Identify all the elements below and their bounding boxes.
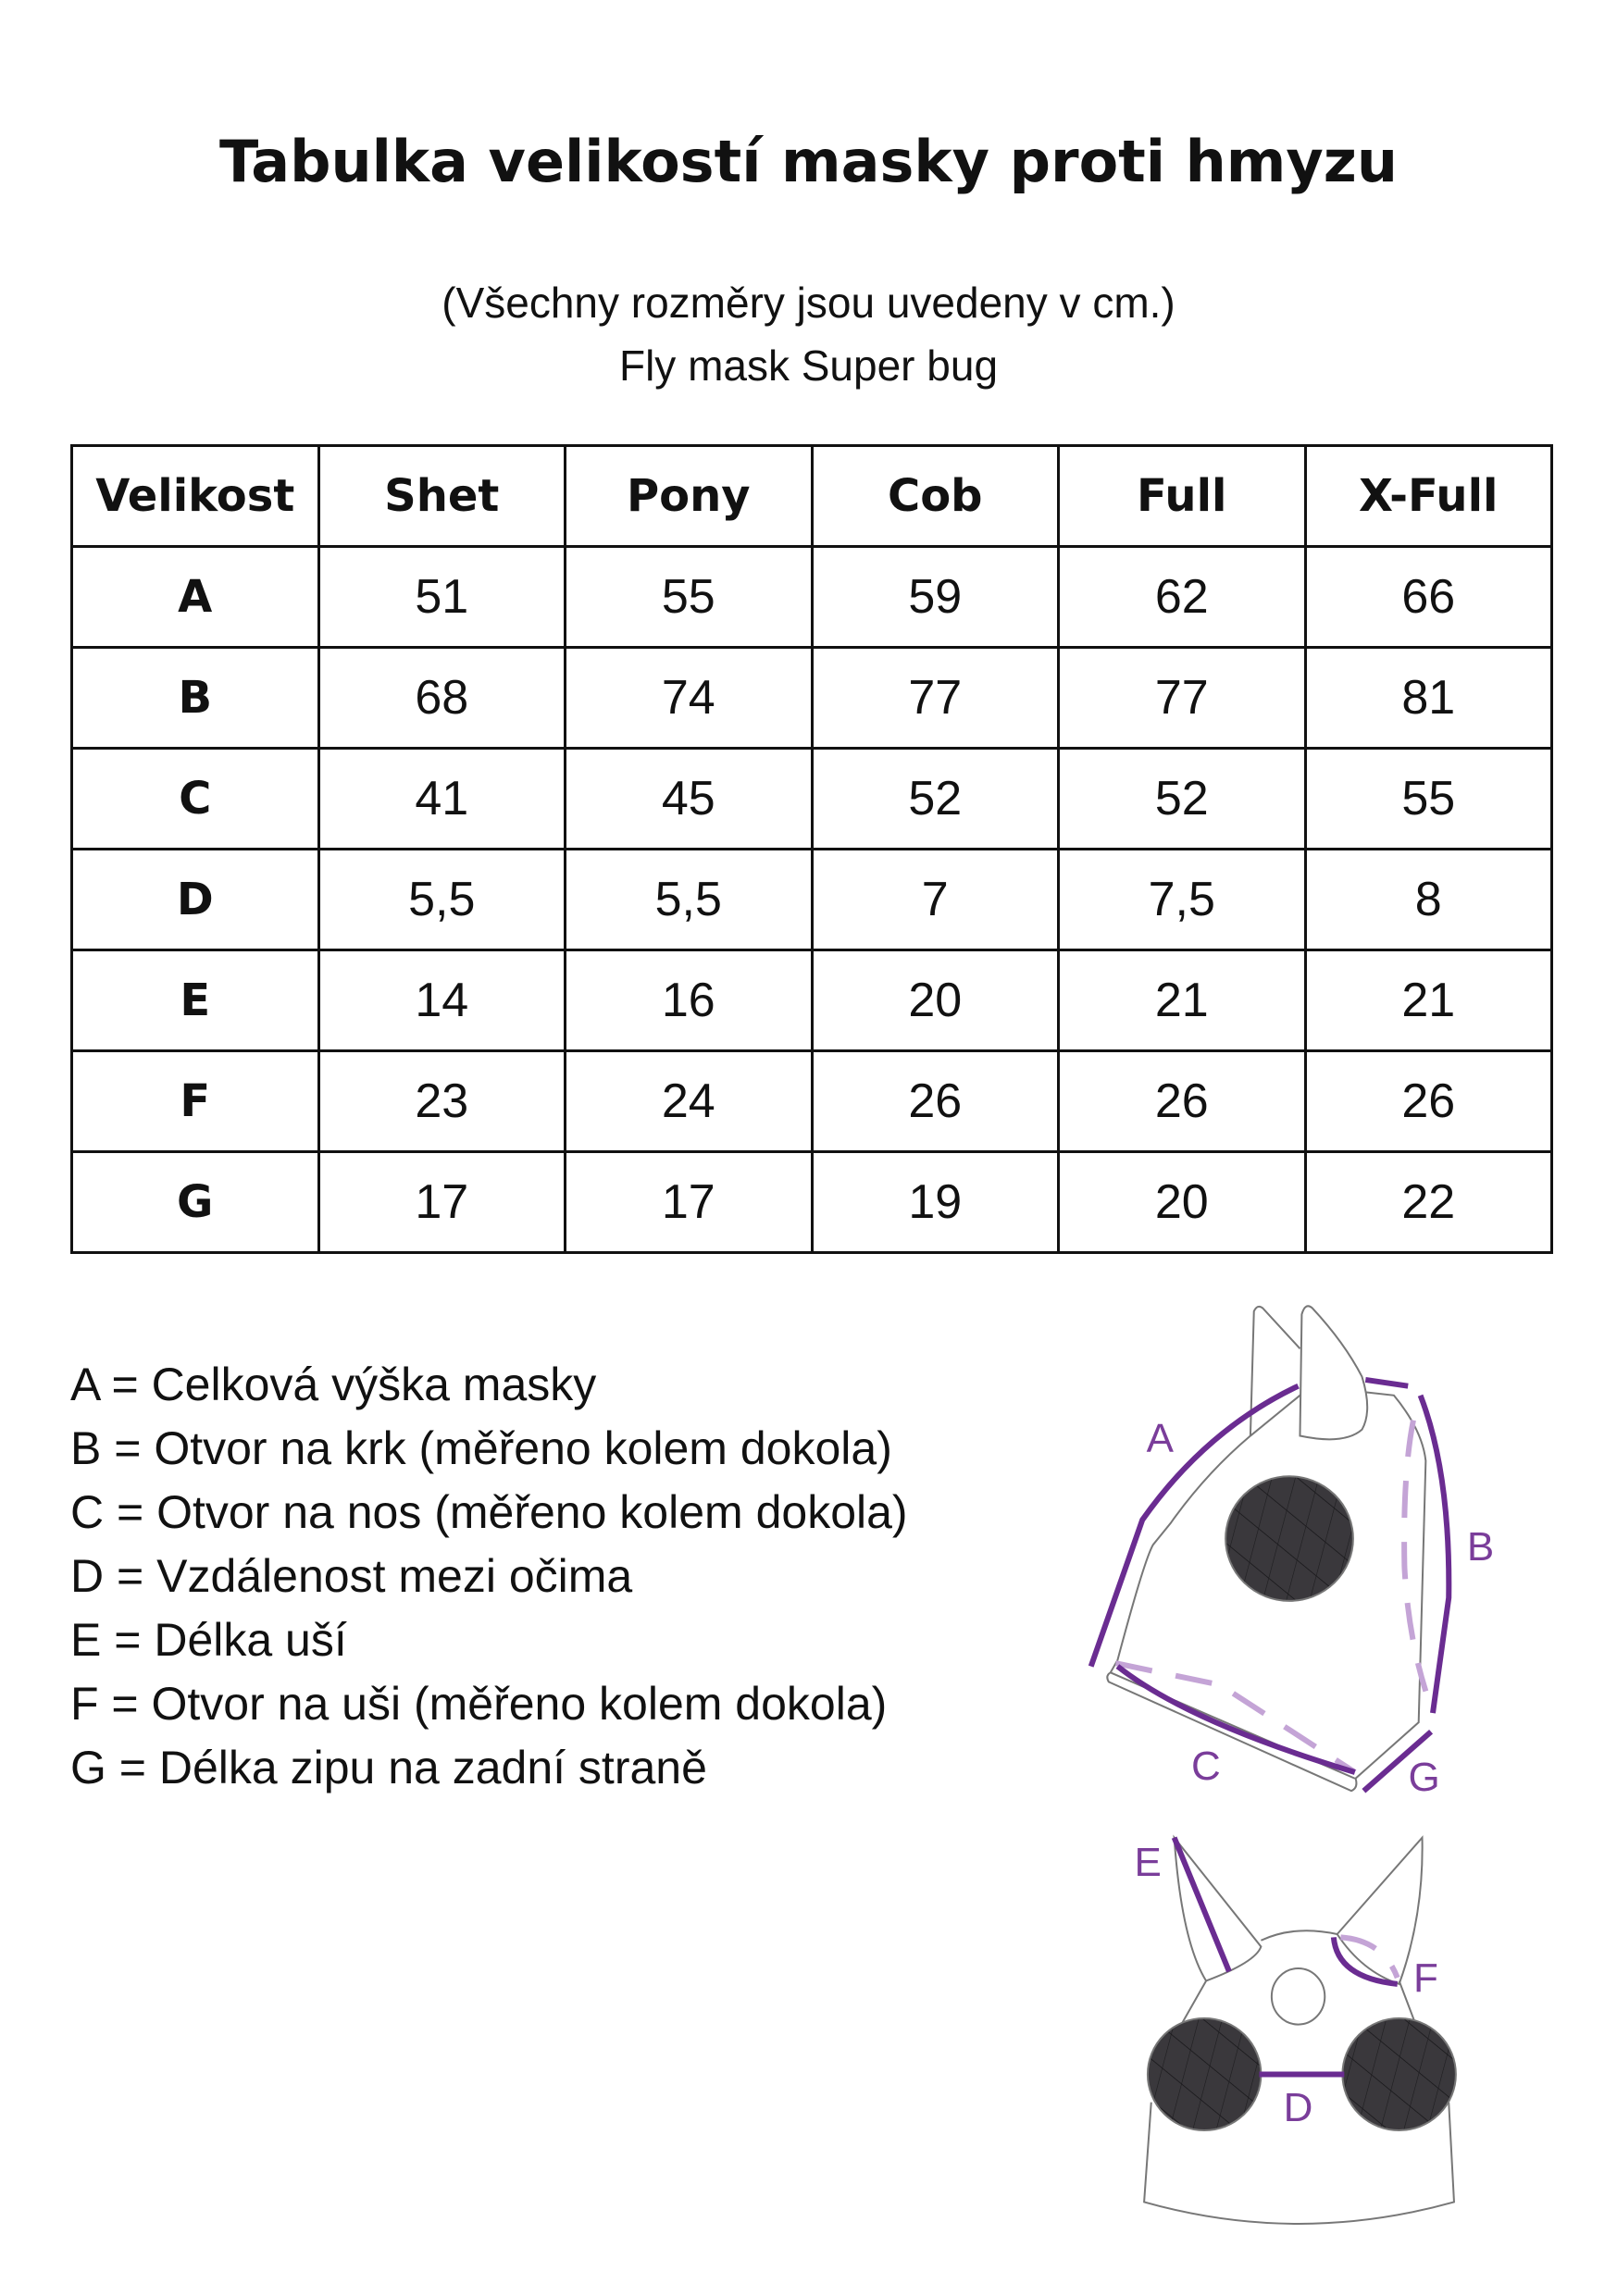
measure-f (1334, 1937, 1398, 1983)
table-cell: 81 (1303, 646, 1553, 750)
table-header-row: Velikost Shet Pony Cob Full X-Full (70, 444, 1553, 548)
table-row: C 41 45 52 52 55 (70, 747, 1553, 850)
fly-mask-diagram: A B C G E F D (1064, 1286, 1617, 2258)
eye-mesh-right (1342, 2018, 1455, 2130)
column-header-x-full: X-Full (1303, 444, 1553, 548)
label-b: B (1466, 1524, 1495, 1570)
mask-front-outline (1144, 1930, 1454, 2224)
table-cell: 51 (317, 545, 566, 649)
measure-c-dashed (1115, 1663, 1354, 1772)
label-e: E (1134, 1839, 1162, 1885)
legend-item: E = Délka uší (70, 1614, 347, 1666)
table-cell: 20 (810, 949, 1060, 1052)
size-table: Velikost Shet Pony Cob Full X-Full A 51 55 59 62 6… (70, 444, 1553, 1254)
row-label: A (70, 545, 320, 649)
legend-item: B = Otvor na krk (měřeno kolem dokola) (70, 1422, 892, 1474)
measure-b-dashed (1404, 1421, 1425, 1692)
row-label: B (70, 646, 320, 750)
table-cell: 62 (1057, 545, 1307, 649)
label-g: G (1408, 1755, 1440, 1801)
left-ear (1175, 1838, 1262, 1981)
table-cell: 21 (1057, 949, 1307, 1052)
table-cell: 77 (1057, 646, 1307, 750)
table-cell: 8 (1303, 848, 1553, 951)
table-row: F 23 24 26 26 26 (70, 1049, 1553, 1153)
table-cell: 74 (564, 646, 814, 750)
table-cell: 5,5 (317, 848, 566, 951)
table-cell: 14 (317, 949, 566, 1052)
table-cell: 68 (317, 646, 566, 750)
table-cell: 17 (564, 1150, 814, 1254)
table-cell: 59 (810, 545, 1060, 649)
fly-mask-illustration (1064, 1286, 1617, 2258)
label-d: D (1283, 2085, 1313, 2131)
table-cell: 21 (1303, 949, 1553, 1052)
measure-g (1363, 1731, 1431, 1791)
row-label: G (70, 1150, 320, 1254)
table-cell: 20 (1057, 1150, 1307, 1254)
label-a: A (1146, 1415, 1174, 1461)
table-cell: 26 (810, 1049, 1060, 1153)
eye-mesh-left (1148, 2018, 1261, 2130)
front-ear (1300, 1306, 1367, 1439)
column-header-pony: Pony (564, 444, 814, 548)
table-cell: 77 (810, 646, 1060, 750)
table-cell: 41 (317, 747, 566, 850)
label-f: F (1412, 1955, 1438, 2001)
table-cell: 55 (564, 545, 814, 649)
legend-item: D = Vzdálenost mezi očima (70, 1550, 633, 1602)
table-cell: 17 (317, 1150, 566, 1254)
table-cell: 26 (1057, 1049, 1307, 1153)
row-label: E (70, 949, 320, 1052)
table-cell: 55 (1303, 747, 1553, 850)
table-cell: 52 (810, 747, 1060, 850)
table-cell: 7 (810, 848, 1060, 951)
column-header-size: Velikost (70, 444, 320, 548)
label-c: C (1190, 1743, 1221, 1789)
table-cell: 23 (317, 1049, 566, 1153)
subtitle-product: Fly mask Super bug (618, 341, 999, 390)
table-cell: 26 (1303, 1049, 1553, 1153)
legend-item: A = Celková výška masky (70, 1359, 597, 1410)
nose-hole (1272, 1968, 1325, 2025)
right-ear (1337, 1838, 1423, 1984)
row-label: D (70, 848, 320, 951)
column-header-shet: Shet (317, 444, 566, 548)
table-row: A 51 55 59 62 66 (70, 545, 1553, 649)
table-cell: 66 (1303, 545, 1553, 649)
table-cell: 19 (810, 1150, 1060, 1254)
page-title: Tabulka velikostí masky proti hmyzu (218, 128, 1399, 195)
legend-item: F = Otvor na uši (měřeno kolem dokola) (70, 1678, 888, 1730)
subtitle-units: (Všechny rozměry jsou uvedeny v cm.) (442, 279, 1175, 327)
table-row: B 68 74 77 77 81 (70, 646, 1553, 750)
table-row: D 5,5 5,5 7 7,5 8 (70, 848, 1553, 951)
legend-item: G = Délka zipu na zadní straně (70, 1742, 707, 1793)
table-cell: 45 (564, 747, 814, 850)
measure-f-dashed (1341, 1937, 1398, 1978)
row-label: F (70, 1049, 320, 1153)
measure-a (1091, 1380, 1409, 1667)
column-header-cob: Cob (810, 444, 1060, 548)
measure-e (1175, 1838, 1229, 1972)
table-cell: 52 (1057, 747, 1307, 850)
table-cell: 22 (1303, 1150, 1553, 1254)
legend-item: C = Otvor na nos (měřeno kolem dokola) (70, 1486, 908, 1538)
table-cell: 5,5 (564, 848, 814, 951)
table-row: G 17 17 19 20 22 (70, 1150, 1553, 1254)
table-cell: 24 (564, 1049, 814, 1153)
row-label: C (70, 747, 320, 850)
column-header-full: Full (1057, 444, 1307, 548)
eye-mesh-side (1225, 1476, 1353, 1601)
table-cell: 16 (564, 949, 814, 1052)
measure-b (1421, 1396, 1449, 1713)
measure-c (1117, 1667, 1354, 1772)
measurement-legend: A = Celková výška masky B = Otvor na krk … (70, 1353, 908, 1800)
table-row: E 14 16 20 21 21 (70, 949, 1553, 1052)
table-cell: 7,5 (1057, 848, 1307, 951)
